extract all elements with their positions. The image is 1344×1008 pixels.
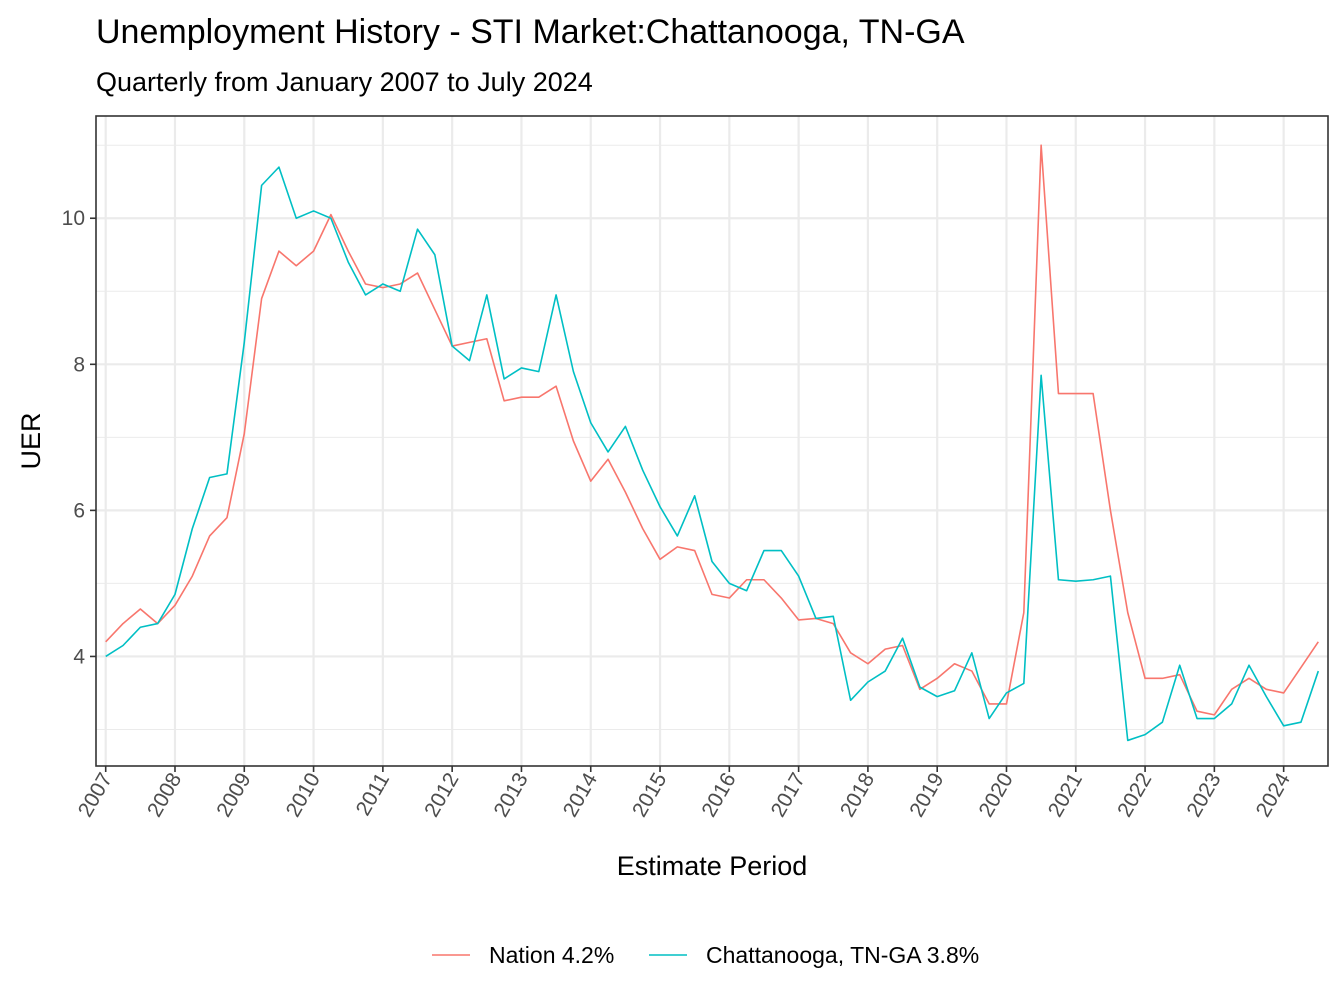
y-axis: 4 6 8 10 — [62, 207, 96, 668]
plot-panel-border — [95, 115, 1329, 767]
chart-subtitle: Quarterly from January 2007 to July 2024 — [96, 67, 593, 97]
legend: Nation 4.2% Chattanooga, TN-GA 3.8% — [432, 942, 979, 968]
y-tick-label: 10 — [62, 207, 85, 230]
legend-label-chattanooga-tn-ga-3-8: Chattanooga, TN-GA 3.8% — [706, 942, 979, 968]
series-line-chattanooga-tn-ga-3-8 — [105, 166, 1320, 742]
chart-title: Unemployment History - STI Market:Chatta… — [96, 13, 965, 51]
x-axis-title: Estimate Period — [617, 851, 808, 881]
y-axis-title: UER — [16, 412, 46, 469]
y-tick-label: 8 — [73, 353, 85, 376]
series-layer — [105, 144, 1320, 742]
series-line-nation-4-2 — [105, 144, 1319, 716]
y-tick-label: 4 — [73, 645, 85, 668]
grid-layer — [96, 116, 1328, 766]
legend-label-nation-4-2: Nation 4.2% — [489, 942, 614, 968]
y-tick-label: 6 — [73, 499, 85, 522]
